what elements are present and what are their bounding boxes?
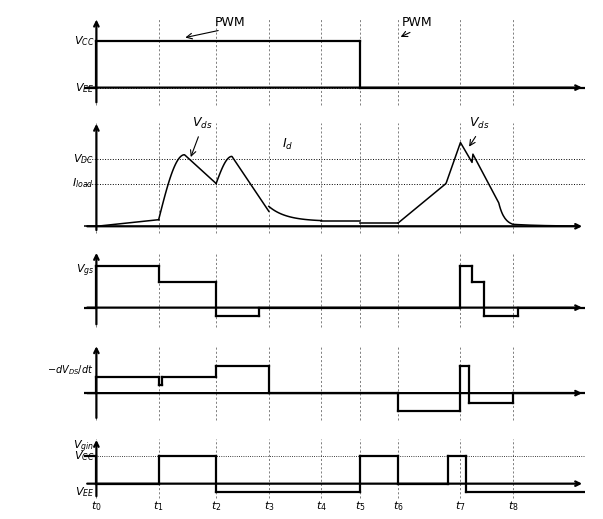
Text: $t_7$: $t_7$	[455, 500, 466, 513]
Text: $V_{ds}$: $V_{ds}$	[192, 116, 212, 131]
Text: $V_{CC}$: $V_{CC}$	[74, 34, 94, 48]
Text: $I_{load}$: $I_{load}$	[72, 176, 94, 190]
Text: $I_d$: $I_d$	[282, 137, 294, 152]
Text: $V_{ds}$: $V_{ds}$	[469, 116, 490, 131]
Text: $-dV_{DS}/dt$: $-dV_{DS}/dt$	[48, 363, 94, 377]
Text: $V_{CC}$: $V_{CC}$	[74, 449, 94, 463]
Text: PWM: PWM	[402, 17, 432, 30]
Text: $t_2$: $t_2$	[211, 500, 221, 513]
Text: $t_6$: $t_6$	[393, 500, 403, 513]
Text: $t_8$: $t_8$	[508, 500, 519, 513]
Text: $V_{gin}$: $V_{gin}$	[73, 439, 94, 455]
Text: $t_5$: $t_5$	[355, 500, 365, 513]
Text: $V_{EE}$: $V_{EE}$	[75, 485, 94, 499]
Text: $t_1$: $t_1$	[153, 500, 164, 513]
Text: $t_3$: $t_3$	[264, 500, 274, 513]
Text: PWM: PWM	[215, 17, 246, 30]
Text: $t_0$: $t_0$	[91, 500, 102, 513]
Text: $V_{EE}$: $V_{EE}$	[75, 80, 94, 94]
Text: $t_4$: $t_4$	[316, 500, 327, 513]
Text: $V_{gs}$: $V_{gs}$	[75, 263, 94, 279]
Text: $V_{DC}$: $V_{DC}$	[73, 152, 94, 166]
